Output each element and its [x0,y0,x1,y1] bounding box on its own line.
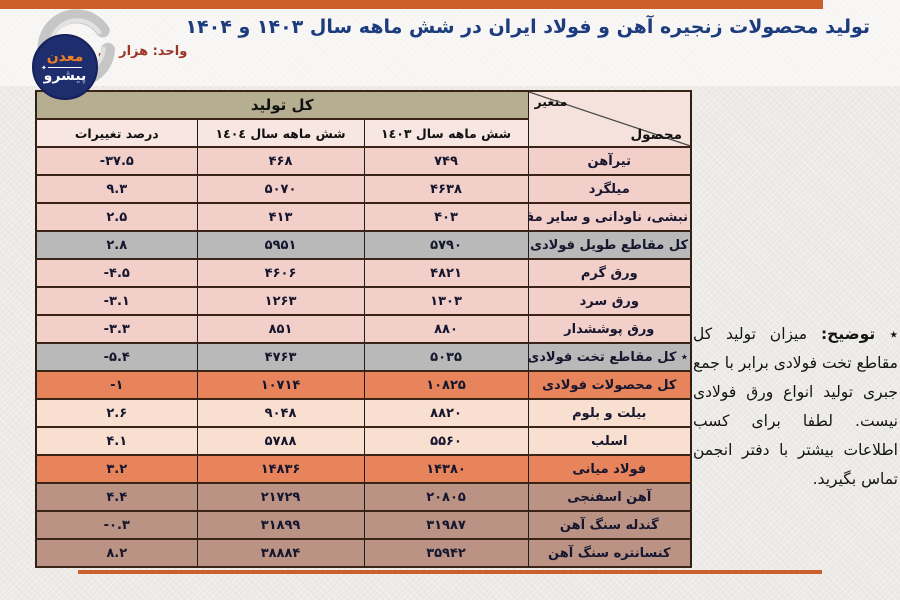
bottom-accent-line [78,570,822,574]
value-1403-cell: ۳۱۹۸۷ [363,510,529,540]
product-name-cell: بیلت و بلوم [527,398,692,428]
header-col-percent-change: درصد تغییرات [35,118,198,148]
table-row: کنسانتره سنگ آهن ۳۵۹۴۲ ۳۸۸۸۴ ۸.۲ [35,538,692,568]
product-name-cell: گندله سنگ آهن [527,510,692,540]
table-row: آهن اسفنجی ۲۰۸۰۵ ۲۱۷۲۹ ۴.۴ [35,482,692,512]
variable-label: متغیر [534,94,568,109]
footnote: ٭ توضیح: میزان تولید کل مقاطع تخت فولادی… [693,320,898,494]
product-name-cell: کنسانتره سنگ آهن [527,538,692,568]
value-1403-cell: ۱۴۳۸۰ [363,454,529,484]
value-1403-cell: ۷۴۹ [363,146,529,176]
value-1404-cell: ۵۰۷۰ [196,174,365,204]
value-1404-cell: ۴۱۳ [196,202,365,232]
product-name-cell: تیرآهن [527,146,692,176]
table-row: ورق سرد ۱۳۰۳ ۱۲۶۳ -۳.۱ [35,286,692,316]
value-1404-cell: ۹۰۴۸ [196,398,365,428]
logo: معدن ✦ پیشرو [22,2,132,117]
product-name-cell: کل مقاطع طویل فولادی [527,230,692,260]
footnote-body: میزان تولید کل مقاطع تخت فولادی برابر با… [693,325,898,488]
percent-change-cell: ۴.۱ [35,426,198,456]
value-1404-cell: ۸۵۱ [196,314,365,344]
value-1403-cell: ۵۷۹۰ [363,230,529,260]
percent-change-cell: -۴.۵ [35,258,198,288]
value-1404-cell: ۴۷۶۳ [196,342,365,372]
header-variable-product-cell: متغیر محصول [527,90,692,148]
percent-change-cell: ۲.۸ [35,230,198,260]
percent-change-cell: -۳.۳ [35,314,198,344]
percent-change-cell: ۴.۴ [35,482,198,512]
production-table: متغیر محصول کل تولید شش ماهه سال ١٤٠٣ شش… [35,90,693,568]
header-col-1403: شش ماهه سال ١٤٠٣ [363,118,529,148]
title-band [0,0,900,86]
percent-change-cell: -۱ [35,370,198,400]
product-label: محصول [630,127,683,143]
logo-badge: معدن ✦ پیشرو [32,34,98,100]
value-1404-cell: ۱۰۷۱۴ [196,370,365,400]
product-name-cell: ٭ کل مقاطع تخت فولادی [527,342,692,372]
percent-change-cell: ۸.۲ [35,538,198,568]
table-row: بیلت و بلوم ۸۸۲۰ ۹۰۴۸ ۲.۶ [35,398,692,428]
table-row: کل مقاطع طویل فولادی ۵۷۹۰ ۵۹۵۱ ۲.۸ [35,230,692,260]
table-row: ورق پوششدار ۸۸۰ ۸۵۱ -۳.۳ [35,314,692,344]
percent-change-cell: -۰.۳ [35,510,198,540]
table-row: اسلب ۵۵۶۰ ۵۷۸۸ ۴.۱ [35,426,692,456]
percent-change-cell: ۹.۳ [35,174,198,204]
percent-change-cell: ۳.۲ [35,454,198,484]
value-1404-cell: ۳۱۸۹۹ [196,510,365,540]
value-1404-cell: ۵۷۸۸ [196,426,365,456]
product-name-cell: ورق گرم [527,258,692,288]
percent-change-cell: -۳۷.۵ [35,146,198,176]
value-1403-cell: ۲۰۸۰۵ [363,482,529,512]
value-1403-cell: ۴۸۲۱ [363,258,529,288]
value-1404-cell: ۲۱۷۲۹ [196,482,365,512]
value-1404-cell: ۴۶۰۶ [196,258,365,288]
value-1404-cell: ۱۴۸۳۶ [196,454,365,484]
table-row: گندله سنگ آهن ۳۱۹۸۷ ۳۱۸۹۹ -۰.۳ [35,510,692,540]
value-1404-cell: ۴۶۸ [196,146,365,176]
value-1403-cell: ۸۸۰ [363,314,529,344]
header-total-production: کل تولید [35,90,529,120]
footnote-heading: ٭ توضیح: [820,325,898,343]
logo-text-top: معدن [46,49,84,66]
logo-text-bottom: پیشرو [43,67,87,84]
value-1403-cell: ۳۵۹۴۲ [363,538,529,568]
value-1404-cell: ۳۸۸۸۴ [196,538,365,568]
percent-change-cell: -۳.۱ [35,286,198,316]
product-name-cell: ورق پوششدار [527,314,692,344]
product-name-cell: میلگرد [527,174,692,204]
product-name-cell: فولاد میانی [527,454,692,484]
product-name-cell: آهن اسفنجی [527,482,692,512]
value-1403-cell: ۱۳۰۳ [363,286,529,316]
table-row: ٭ کل مقاطع تخت فولادی ۵۰۳۵ ۴۷۶۳ -۵.۴ [35,342,692,372]
diagonal-divider [529,92,691,146]
logo-divider: ✦ [41,64,82,72]
logo-star-icon: ✦ [41,63,47,72]
table-row: میلگرد ۴۶۳۸ ۵۰۷۰ ۹.۳ [35,174,692,204]
table-row: نبشی، ناودانی و سایر مقاطع ۴۰۳ ۴۱۳ ۲.۵ [35,202,692,232]
percent-change-cell: ۲.۶ [35,398,198,428]
unit-label: واحد: هزار تن [98,44,188,59]
value-1403-cell: ۵۰۳۵ [363,342,529,372]
product-name-cell: نبشی، ناودانی و سایر مقاطع [527,202,692,232]
product-name-cell: اسلب [527,426,692,456]
table-row: تیرآهن ۷۴۹ ۴۶۸ -۳۷.۵ [35,146,692,176]
value-1404-cell: ۱۲۶۳ [196,286,365,316]
value-1403-cell: ۴۶۳۸ [363,174,529,204]
value-1403-cell: ۱۰۸۲۵ [363,370,529,400]
table-row: فولاد میانی ۱۴۳۸۰ ۱۴۸۳۶ ۳.۲ [35,454,692,484]
top-accent-bar [0,0,823,9]
percent-change-cell: -۵.۴ [35,342,198,372]
value-1404-cell: ۵۹۵۱ [196,230,365,260]
value-1403-cell: ۴۰۳ [363,202,529,232]
percent-change-cell: ۲.۵ [35,202,198,232]
product-name-cell: ورق سرد [527,286,692,316]
value-1403-cell: ۸۸۲۰ [363,398,529,428]
product-name-cell: کل محصولات فولادی [527,370,692,400]
table-row: کل محصولات فولادی ۱۰۸۲۵ ۱۰۷۱۴ -۱ [35,370,692,400]
value-1403-cell: ۵۵۶۰ [363,426,529,456]
table-row: ورق گرم ۴۸۲۱ ۴۶۰۶ -۴.۵ [35,258,692,288]
page-title: تولید محصولات زنجیره آهن و فولاد ایران د… [185,16,870,38]
header-col-1404: شش ماهه سال ١٤٠٤ [196,118,365,148]
